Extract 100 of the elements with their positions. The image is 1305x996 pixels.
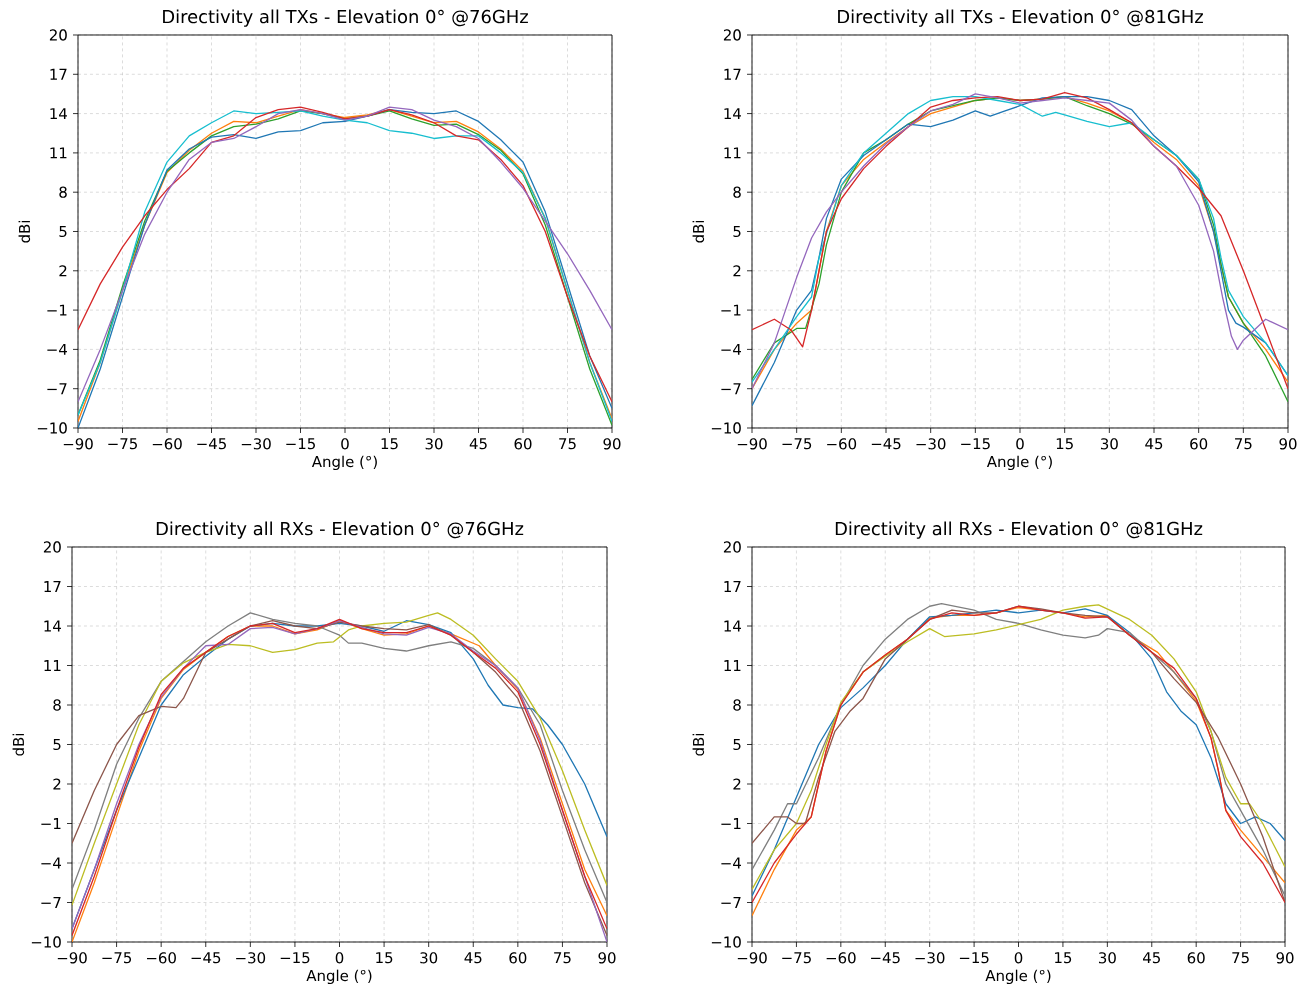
x-tick-label: −75 [102, 952, 132, 964]
y-tick-label: 2 [733, 265, 741, 277]
x-tick-label: −60 [146, 952, 176, 964]
x-tick-label: −30 [915, 952, 945, 964]
x-tick-label: −30 [236, 952, 266, 964]
x-axis-title: Angle (°) [306, 969, 372, 985]
x-tick-label: 45 [464, 952, 482, 964]
y-tick-label: 20 [723, 541, 741, 553]
y-tick-label: −4 [47, 343, 67, 355]
y-tick-label: −1 [721, 818, 741, 829]
x-tick-label: 30 [1100, 438, 1118, 450]
x-axis-title: Angle (°) [311, 455, 377, 471]
x-tick-label: −60 [826, 952, 856, 964]
x-tick-label: 75 [1235, 438, 1252, 450]
x-tick-label: −45 [197, 438, 226, 450]
x-tick-label: 90 [1279, 438, 1297, 450]
x-tick-label: 30 [425, 438, 443, 450]
x-tick-label: −75 [782, 952, 811, 964]
x-tick-label: −15 [280, 952, 310, 964]
y-tick-label: −4 [41, 857, 61, 869]
x-tick-label: −30 [241, 438, 271, 450]
x-tick-label: −75 [108, 438, 137, 450]
x-tick-label: 45 [1145, 438, 1163, 450]
x-tick-label: 15 [381, 438, 398, 450]
x-tick-label: −60 [827, 438, 857, 450]
x-tick-label: −90 [57, 952, 87, 964]
x-tick-label: 15 [1056, 438, 1073, 450]
y-tick-label: 8 [59, 186, 67, 198]
x-tick-label: −15 [961, 438, 990, 450]
x-tick-label: 90 [603, 438, 621, 450]
x-tick-label: −15 [959, 952, 989, 964]
y-tick-label: −1 [41, 818, 61, 829]
x-tick-label: −15 [286, 438, 315, 450]
y-tick-label: 2 [59, 265, 67, 277]
x-tick-label: 30 [420, 952, 438, 964]
x-tick-label: −45 [191, 952, 221, 964]
x-tick-label: 75 [554, 952, 571, 964]
x-tick-label: −45 [871, 952, 900, 964]
y-tick-label: −1 [721, 304, 741, 316]
y-tick-label: 5 [59, 225, 67, 238]
x-tick-label: 75 [559, 438, 576, 450]
y-tick-label: −10 [37, 422, 67, 434]
y-tick-label: −7 [47, 383, 67, 395]
y-tick-label: −4 [721, 857, 741, 869]
y-tick-label: −7 [721, 383, 741, 395]
y-tick-label: 8 [733, 699, 741, 711]
x-axis-title: Angle (°) [985, 969, 1051, 985]
y-tick-label: 5 [733, 225, 741, 238]
x-tick-label: 75 [1232, 952, 1249, 964]
y-tick-label: 14 [724, 108, 741, 120]
y-axis-title: dBi [12, 733, 25, 756]
x-tick-label: 60 [1190, 438, 1208, 450]
x-tick-label: 60 [509, 952, 527, 964]
x-axis-title: Angle (°) [986, 455, 1052, 471]
x-tick-label: −30 [916, 438, 946, 450]
x-tick-label: −45 [871, 438, 901, 450]
y-tick-label: 11 [44, 660, 61, 671]
y-tick-label: 5 [53, 738, 61, 751]
y-tick-label: −7 [721, 897, 741, 908]
y-tick-label: 17 [724, 581, 741, 592]
x-tick-label: −90 [737, 438, 767, 450]
x-tick-label: 0 [1014, 952, 1023, 964]
x-tick-label: 0 [1016, 438, 1024, 450]
x-tick-label: 30 [1098, 952, 1116, 964]
x-tick-label: 60 [1187, 952, 1205, 964]
y-tick-label: 5 [733, 738, 741, 751]
y-tick-label: −10 [31, 936, 61, 948]
y-tick-label: 11 [724, 147, 741, 159]
y-tick-label: −7 [41, 897, 61, 908]
chart-title: Directivity all RXs - Elevation 0° @81GHz [835, 521, 1203, 539]
y-tick-label: 14 [724, 620, 741, 632]
y-tick-label: 20 [43, 541, 61, 553]
y-tick-label: 14 [44, 620, 61, 632]
chart-title: Directivity all RXs - Elevation 0° @76GHz [156, 521, 524, 539]
y-tick-label: 20 [49, 29, 67, 41]
y-tick-label: 11 [50, 147, 67, 159]
x-tick-label: 45 [1143, 952, 1160, 964]
y-tick-label: 17 [724, 68, 741, 80]
y-axis-title: dBi [18, 220, 31, 243]
y-tick-label: 11 [724, 660, 741, 671]
x-tick-label: 0 [335, 952, 344, 964]
y-axis-title: dBi [692, 220, 705, 243]
x-tick-label: 90 [598, 952, 616, 964]
y-tick-label: 2 [733, 778, 741, 790]
y-tick-label: −10 [711, 422, 741, 434]
x-tick-label: −90 [63, 438, 93, 450]
chart-title: Directivity all TXs - Elevation 0° @76GHz [163, 9, 528, 27]
x-tick-label: 90 [1276, 952, 1294, 964]
x-tick-label: 0 [341, 438, 349, 450]
y-tick-label: −1 [47, 304, 67, 316]
x-tick-label: 15 [376, 952, 393, 964]
y-tick-label: 8 [733, 186, 741, 198]
y-tick-label: 8 [53, 699, 61, 711]
x-tick-label: 60 [514, 438, 532, 450]
y-tick-label: 20 [723, 29, 741, 41]
y-tick-label: 14 [50, 108, 67, 120]
x-tick-label: 45 [469, 438, 487, 450]
y-tick-label: 2 [53, 778, 61, 790]
x-tick-label: −60 [152, 438, 182, 450]
x-tick-label: −90 [737, 952, 767, 964]
